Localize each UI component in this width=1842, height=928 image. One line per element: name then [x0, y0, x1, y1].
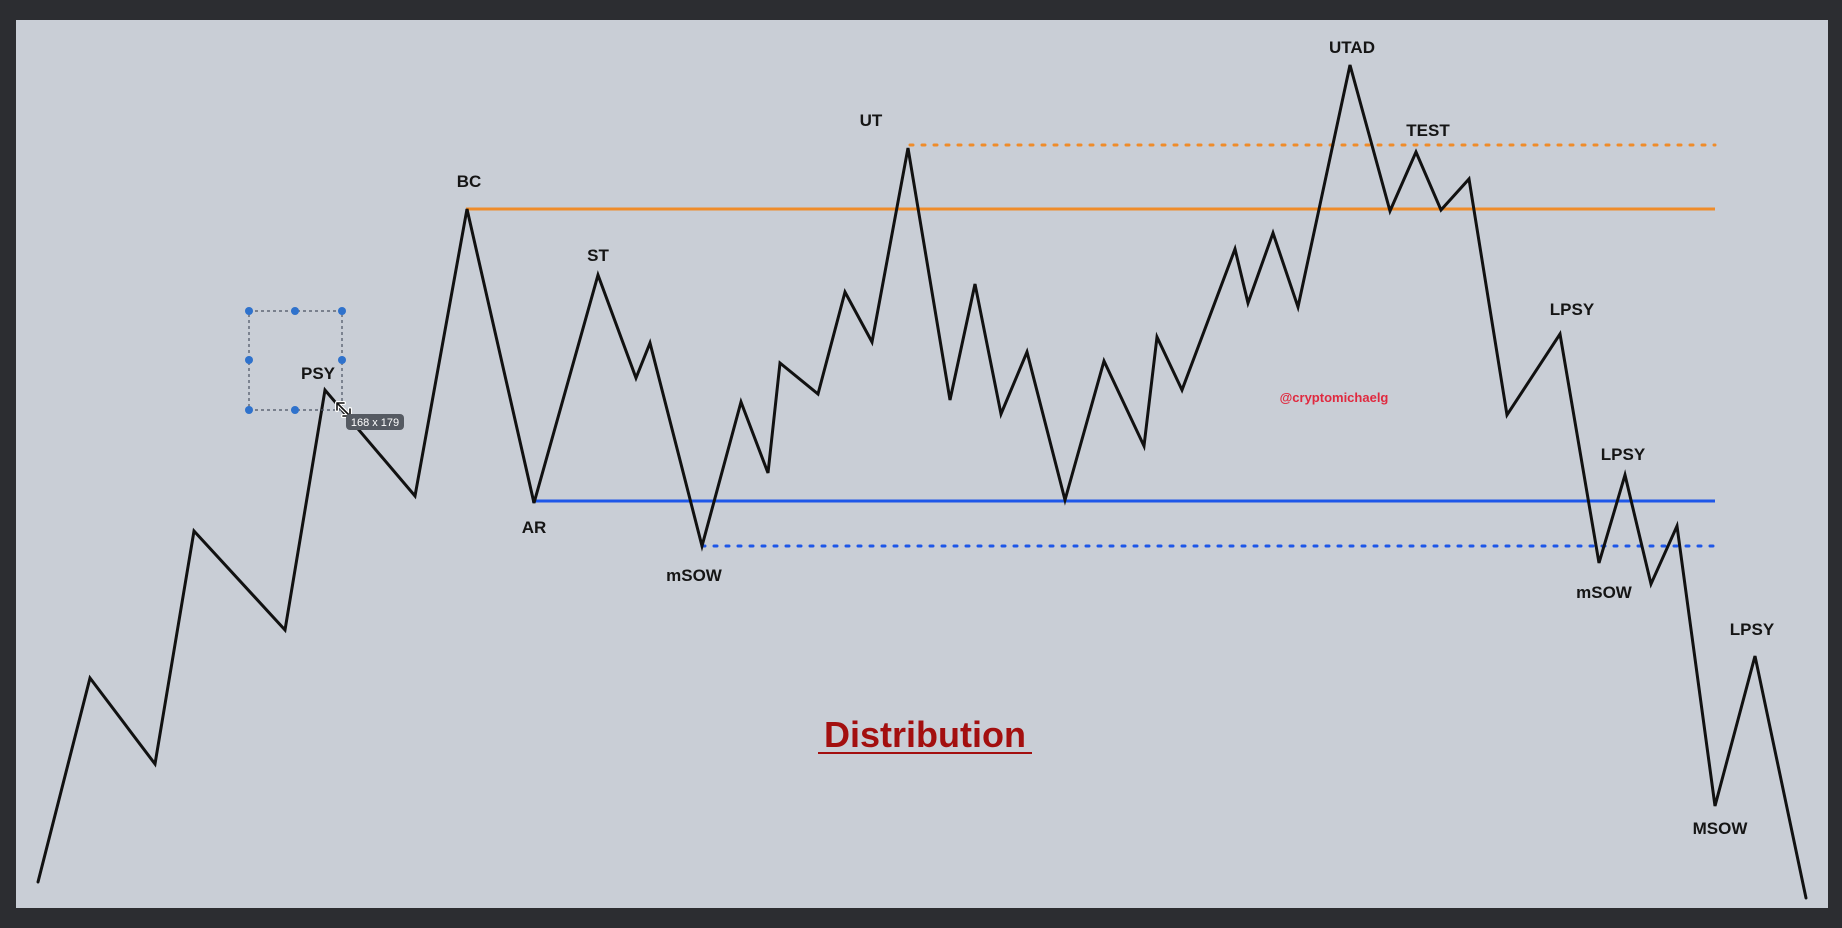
watermark: @cryptomichaelg	[1280, 390, 1389, 405]
resize-handle-bottom-left[interactable]	[245, 406, 253, 414]
label-test: TEST	[1406, 121, 1450, 140]
label-st: ST	[587, 246, 609, 265]
label-msow-left: mSOW	[666, 566, 723, 585]
label-lpsy-2: LPSY	[1601, 445, 1646, 464]
resize-cursor-icon	[335, 401, 352, 418]
label-bc: BC	[457, 172, 482, 191]
resize-handle-top[interactable]	[291, 307, 299, 315]
label-ut: UT	[860, 111, 883, 130]
resize-handle-top-right[interactable]	[338, 307, 346, 315]
label-lpsy-1: LPSY	[1550, 300, 1595, 319]
selection-size-tag: 168 x 179	[346, 414, 404, 430]
label-psy: PSY	[301, 364, 336, 383]
resize-handle-bottom[interactable]	[291, 406, 299, 414]
label-msow-final: MSOW	[1693, 819, 1749, 838]
label-lpsy-3: LPSY	[1730, 620, 1775, 639]
diagram-title: Distribution	[824, 714, 1026, 755]
resize-handle-top-left[interactable]	[245, 307, 253, 315]
selection-box[interactable]	[245, 307, 346, 414]
label-msow-right: mSOW	[1576, 583, 1633, 602]
resize-handle-right[interactable]	[338, 356, 346, 364]
label-ar: AR	[522, 518, 547, 537]
price-path	[36, 64, 1808, 900]
label-utad: UTAD	[1329, 38, 1375, 57]
selection-size-text: 168 x 179	[351, 417, 399, 429]
canvas-background	[16, 20, 1828, 908]
resize-handle-left[interactable]	[245, 356, 253, 364]
